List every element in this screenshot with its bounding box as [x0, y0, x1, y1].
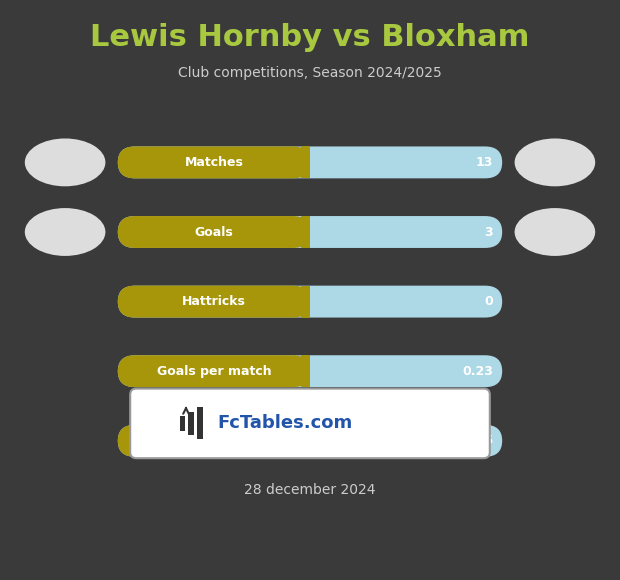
Text: Club competitions, Season 2024/2025: Club competitions, Season 2024/2025: [178, 66, 442, 79]
Ellipse shape: [25, 208, 105, 256]
FancyBboxPatch shape: [118, 286, 310, 318]
Bar: [301, 355, 310, 387]
Bar: [301, 146, 310, 179]
Bar: [301, 216, 310, 248]
Text: 515: 515: [467, 434, 493, 447]
FancyBboxPatch shape: [118, 355, 310, 387]
FancyBboxPatch shape: [118, 216, 502, 248]
Text: FcTables.com: FcTables.com: [217, 414, 352, 433]
Text: Goals per match: Goals per match: [157, 365, 271, 378]
Ellipse shape: [515, 139, 595, 186]
FancyBboxPatch shape: [118, 146, 310, 179]
Bar: [188, 412, 194, 435]
FancyBboxPatch shape: [118, 355, 502, 387]
Ellipse shape: [25, 139, 105, 186]
FancyBboxPatch shape: [118, 286, 502, 318]
Text: 0.23: 0.23: [462, 365, 493, 378]
Bar: [301, 425, 310, 457]
FancyBboxPatch shape: [130, 389, 490, 458]
FancyBboxPatch shape: [118, 425, 310, 457]
Text: 13: 13: [476, 156, 493, 169]
Text: Min per goal: Min per goal: [170, 434, 258, 447]
Text: Goals: Goals: [195, 226, 233, 238]
Text: 3: 3: [484, 226, 493, 238]
Text: 0: 0: [484, 295, 493, 308]
Text: Hattricks: Hattricks: [182, 295, 246, 308]
Text: Matches: Matches: [185, 156, 243, 169]
Bar: [180, 416, 185, 430]
Bar: [197, 407, 203, 440]
Text: 28 december 2024: 28 december 2024: [244, 483, 376, 497]
Bar: [301, 286, 310, 318]
FancyBboxPatch shape: [118, 425, 502, 457]
FancyBboxPatch shape: [118, 216, 310, 248]
FancyBboxPatch shape: [118, 146, 502, 179]
Ellipse shape: [515, 208, 595, 256]
Text: Lewis Hornby vs Bloxham: Lewis Hornby vs Bloxham: [91, 23, 529, 52]
